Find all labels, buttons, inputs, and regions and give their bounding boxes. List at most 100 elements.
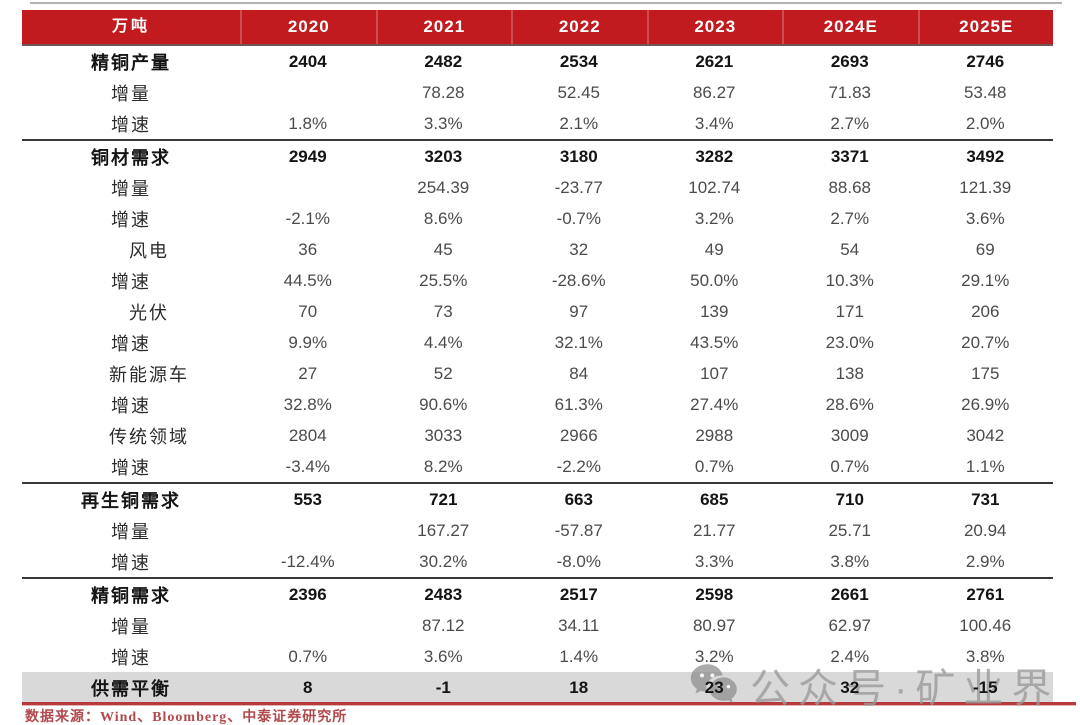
cell: 3282 <box>695 146 734 166</box>
cell: 54 <box>840 239 860 259</box>
table-row: 增量 78.28 52.45 86.27 71.83 53.48 <box>22 77 1053 108</box>
cell: 102.74 <box>688 177 741 197</box>
cell: 27.4% <box>690 394 739 414</box>
cell: 27 <box>298 363 318 383</box>
cell: 121.39 <box>959 177 1012 197</box>
cell: -23.77 <box>554 177 603 197</box>
data-source-note: 数据来源：Wind、Bloomberg、中泰证券研究所 <box>25 710 348 725</box>
cell: -57.87 <box>554 520 603 540</box>
row-label: 传统领域 <box>109 426 189 447</box>
table-row: 增量 167.27 -57.87 21.77 25.71 20.94 <box>22 515 1053 546</box>
cell: 3180 <box>559 146 598 166</box>
cell: 29.1% <box>961 270 1010 290</box>
cell: 1.4% <box>559 646 599 666</box>
column-header-2020: 2020 <box>240 10 376 44</box>
row-label: 光伏 <box>129 302 169 323</box>
table-row: 再生铜需求 553 721 663 685 710 731 <box>22 482 1053 515</box>
cell: 206 <box>971 301 1000 321</box>
cell: 50.0% <box>690 270 739 290</box>
cell: 28.6% <box>825 394 874 414</box>
row-label: 再生铜需求 <box>81 490 181 511</box>
cell: 8.6% <box>423 208 463 228</box>
cell: 87.12 <box>421 615 465 635</box>
row-label: 风电 <box>129 240 169 261</box>
cell: 2598 <box>695 584 734 604</box>
cell: 25.5% <box>419 270 468 290</box>
cell: 685 <box>700 489 729 509</box>
cell: 2804 <box>288 425 327 445</box>
cell: 62.97 <box>828 615 872 635</box>
column-header-2023: 2023 <box>646 10 783 44</box>
row-label: 增速 <box>111 209 151 230</box>
row-label: 精铜产量 <box>91 52 171 73</box>
cell: 32 <box>840 677 860 697</box>
cell: 20.94 <box>963 520 1007 540</box>
cell: 2988 <box>695 425 734 445</box>
cell: 49 <box>704 239 724 259</box>
cell: 2534 <box>559 51 598 71</box>
cell: 138 <box>835 363 864 383</box>
table-row: 增速 -3.4% 8.2% -2.2% 0.7% 0.7% 1.1% <box>22 451 1053 482</box>
cell: 73 <box>433 301 453 321</box>
cell: 84 <box>569 363 589 383</box>
row-label: 增速 <box>111 271 151 292</box>
cell: 34.11 <box>558 615 600 635</box>
cell: 69 <box>975 239 995 259</box>
column-header-2025E: 2025E <box>917 10 1054 44</box>
cell: -1 <box>435 677 451 697</box>
cell: 167.27 <box>417 520 470 540</box>
cell: 2761 <box>966 584 1005 604</box>
table-row: 增量 87.12 34.11 80.97 62.97 100.46 <box>22 610 1053 641</box>
cell: 2746 <box>966 51 1005 71</box>
cell: 107 <box>700 363 729 383</box>
cell: 20.7% <box>961 332 1010 352</box>
cell: 32.1% <box>554 332 603 352</box>
cell: 710 <box>835 489 864 509</box>
cell: -15 <box>972 677 998 697</box>
cell: 721 <box>429 489 458 509</box>
table-row: 增速 -2.1% 8.6% -0.7% 3.2% 2.7% 3.6% <box>22 203 1053 234</box>
cell: 0.7% <box>288 646 328 666</box>
cell: 32 <box>569 239 589 259</box>
copper-supply-demand-table: 万吨 2020 2021 2022 2023 2024E 2025E 精铜产量 2404 24… <box>22 10 1053 703</box>
cell: 3.6% <box>965 208 1005 228</box>
cell: 3.6% <box>423 646 463 666</box>
table-row: 铜材需求 2949 3203 3180 3282 3371 3492 <box>22 139 1053 172</box>
cell: 23 <box>704 677 724 697</box>
table-row: 增速 9.9% 4.4% 32.1% 43.5% 23.0% 20.7% <box>22 327 1053 358</box>
cell: 2621 <box>695 51 734 71</box>
cell: 2949 <box>288 146 327 166</box>
cell: 2482 <box>424 51 463 71</box>
cell: 100.46 <box>959 615 1012 635</box>
cell: 0.7% <box>694 456 734 476</box>
cell: 3371 <box>830 146 869 166</box>
cell: 731 <box>971 489 1000 509</box>
column-header-2022: 2022 <box>511 10 647 44</box>
cell: 3009 <box>830 425 869 445</box>
cell: 70 <box>298 301 318 321</box>
cell: 3.8% <box>830 551 870 571</box>
table-row: 增速 44.5% 25.5% -28.6% 50.0% 10.3% 29.1% <box>22 265 1053 296</box>
row-label: 增速 <box>111 552 151 573</box>
cell: 553 <box>293 489 322 509</box>
cell: -3.4% <box>285 456 330 476</box>
cell: 32.8% <box>283 394 332 414</box>
cell: 254.39 <box>417 177 470 197</box>
cell: 18 <box>569 677 589 697</box>
table-row: 增速 -12.4% 30.2% -8.0% 3.3% 3.8% 2.9% <box>22 546 1053 577</box>
row-label: 精铜需求 <box>91 585 171 606</box>
cell: 30.2% <box>419 551 468 571</box>
cell: 3492 <box>966 146 1005 166</box>
cell: 3.3% <box>423 113 463 133</box>
table-row: 精铜需求 2396 2483 2517 2598 2661 2761 <box>22 577 1053 610</box>
row-label: 增速 <box>111 333 151 354</box>
row-label: 新能源车 <box>109 364 189 385</box>
cell: 1.8% <box>288 113 328 133</box>
cell: 43.5% <box>690 332 739 352</box>
cell: 3.8% <box>965 646 1005 666</box>
cell: -2.1% <box>285 208 330 228</box>
cell: 26.9% <box>961 394 1010 414</box>
table-row: 增量 254.39 -23.77 102.74 88.68 121.39 <box>22 172 1053 203</box>
cell: 2.7% <box>830 208 870 228</box>
